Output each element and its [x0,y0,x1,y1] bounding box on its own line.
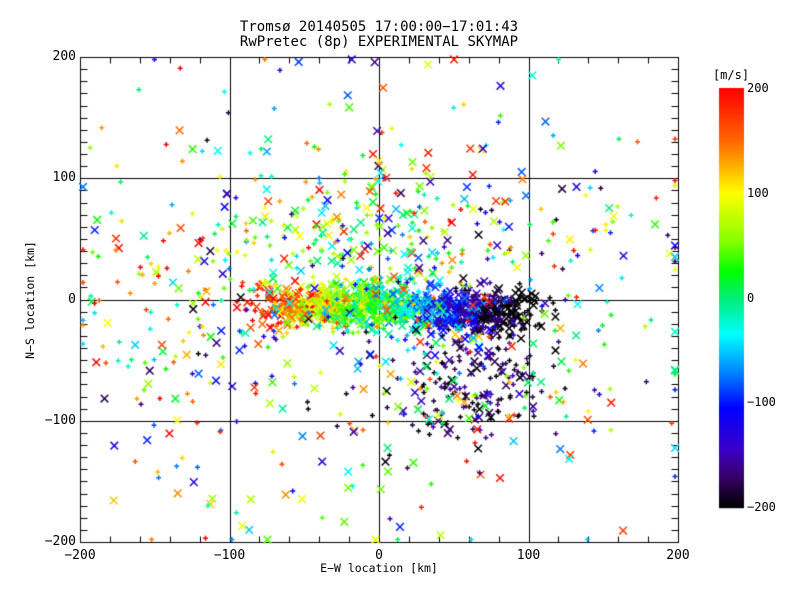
x-tick-label: 200 [666,548,690,563]
x-axis-title: E−W location [km] [320,561,438,575]
plot-title: Tromsø 20140505 17:00:00−17:01:43 RwPret… [80,20,678,50]
x-tick-label: −200 [64,548,96,563]
x-tick-label: −100 [213,548,246,563]
y-tick-label: 200 [52,49,76,64]
colorbar-tick-label: 0 [747,290,755,305]
plot-title-line1: Tromsø 20140505 17:00:00−17:01:43 [239,19,519,35]
colorbar-tick-label: −100 [747,395,776,410]
colorbar-tick-label: 100 [747,185,769,200]
colorbar-tick-label: 200 [747,81,769,95]
plot-title-line2: RwPretec (8p) EXPERIMENTAL SKYMAP [239,34,519,50]
x-tick-label: 0 [375,548,383,563]
y-tick-label: 100 [52,170,76,186]
x-tick-label: 100 [516,548,541,563]
colorbar-units-label: [m/s] [712,68,750,82]
y-tick-label: −100 [44,412,76,428]
colorbar-tick-label: −200 [747,500,776,514]
y-tick-label: 0 [68,291,76,307]
y-tick-label: −200 [44,534,76,549]
